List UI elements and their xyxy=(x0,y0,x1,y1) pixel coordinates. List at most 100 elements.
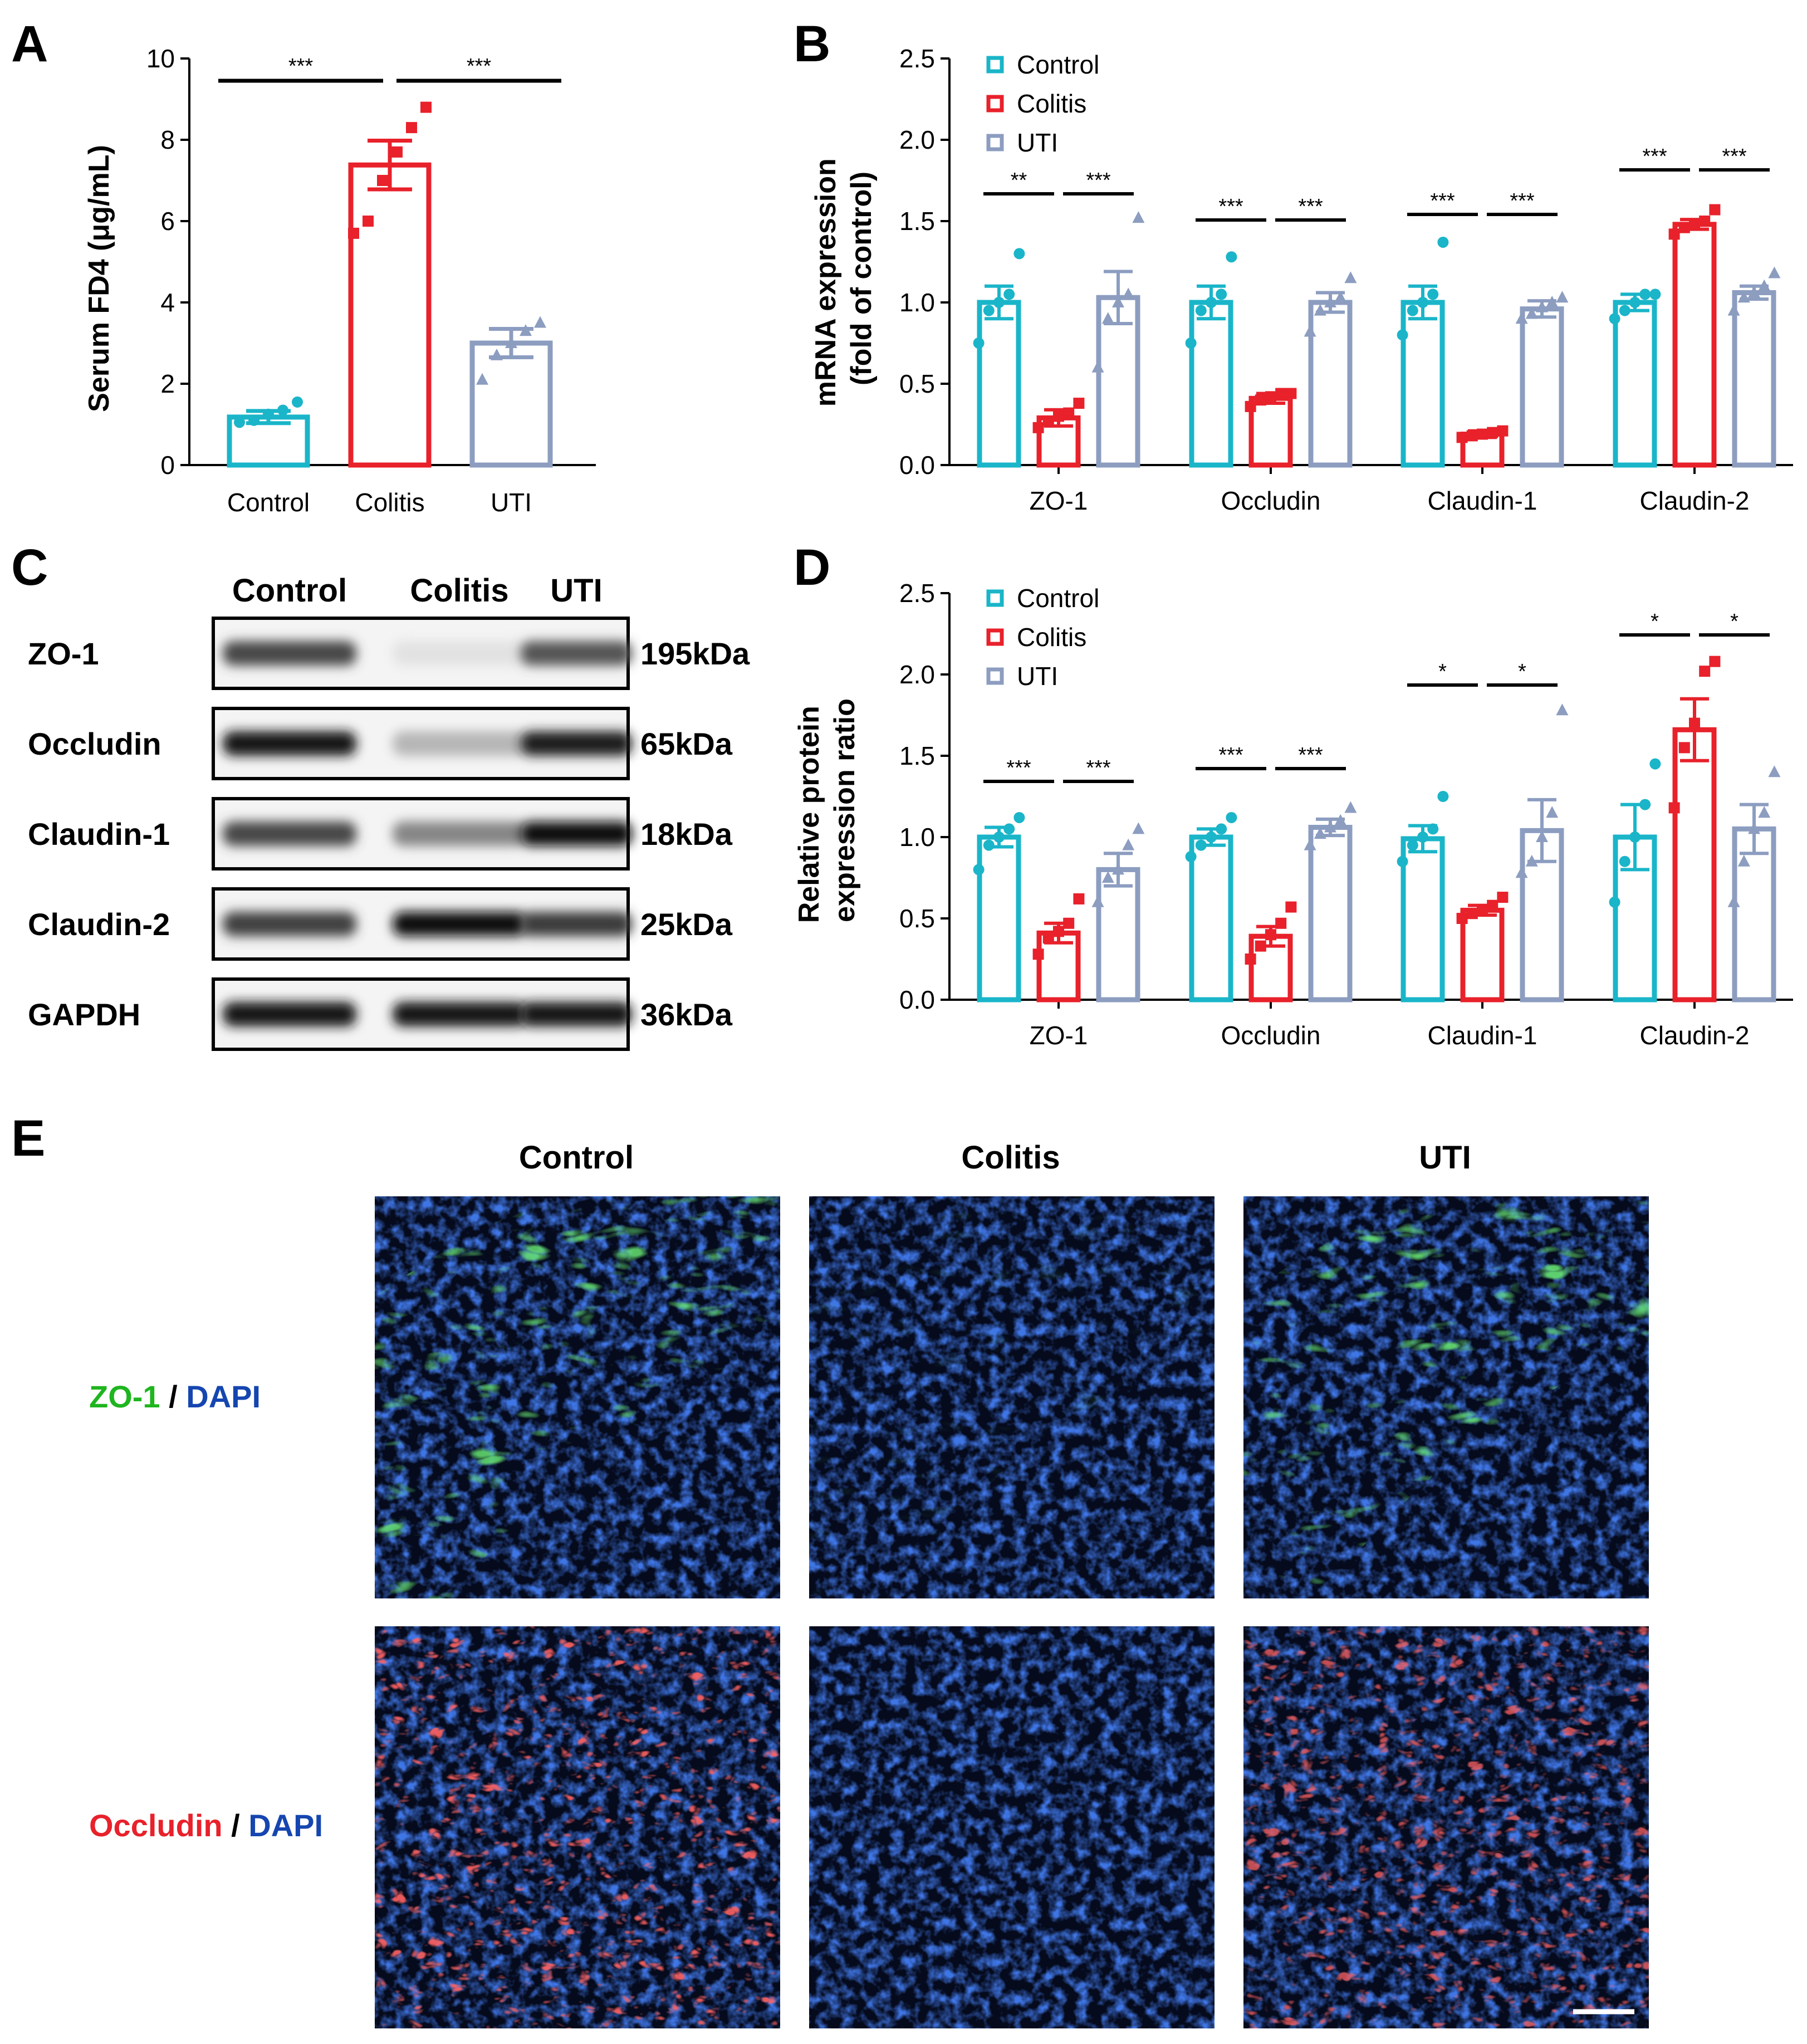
chart-b-legend-swatch-control xyxy=(986,56,1004,74)
chart-d-point-claudin2-control xyxy=(1649,758,1661,770)
chart-d-point-claudin2-colitis xyxy=(1678,742,1690,754)
chart-d-point-claudin2-colitis xyxy=(1699,666,1711,677)
chart-b-point-claudin2-colitis xyxy=(1678,222,1690,233)
chart-a-point-colitis xyxy=(348,227,359,239)
chart-d-point-claudin2-control xyxy=(1639,799,1651,810)
chart-d-point-claudin2-uti xyxy=(1768,765,1781,777)
chart-b-point-occludin-colitis xyxy=(1285,388,1297,399)
panel-letter-b: B xyxy=(794,16,830,72)
chart-a-x-label-uti: UTI xyxy=(491,488,532,517)
chart-b-significance-label: *** xyxy=(1218,195,1243,218)
chart-b-point-claudin2-control xyxy=(1629,297,1640,308)
if-dapi-occludin-colitis xyxy=(809,1626,1215,2028)
chart-b-significance-label: *** xyxy=(1510,189,1535,213)
chart-d-point-claudin1-control xyxy=(1417,832,1428,843)
chart-a-point-colitis xyxy=(377,175,388,186)
chart-d-bar-claudin2-colitis xyxy=(1672,727,1717,1003)
chart-d-point-occludin-uti xyxy=(1304,838,1316,850)
chart-a-point-colitis xyxy=(406,122,417,134)
chart-d-point-zo1-uti xyxy=(1132,822,1145,834)
chart-d-y-tick-label: 1.5 xyxy=(899,741,935,770)
chart-b-bar-claudin2-colitis xyxy=(1672,222,1717,468)
chart-d-point-zo1-control xyxy=(993,832,1005,843)
chart-b-significance-label: ** xyxy=(1011,169,1027,192)
wb-band-occludin-control xyxy=(223,731,356,756)
chart-b-significance-label: *** xyxy=(1086,169,1111,192)
chart-d-x-label-zo1: ZO-1 xyxy=(1030,1021,1088,1050)
chart-a-point-colitis xyxy=(363,216,374,227)
chart-b-point-claudin2-uti xyxy=(1737,291,1750,303)
chart-a-point-uti xyxy=(491,348,503,360)
chart-b-point-zo1-uti xyxy=(1091,360,1104,373)
wb-blot-images xyxy=(212,617,632,1051)
if-sep-occludin: / xyxy=(223,1808,249,1843)
wb-band-occludin-colitis xyxy=(393,731,526,756)
chart-d-significance-label: * xyxy=(1518,660,1526,683)
chart-a-x-label-control: Control xyxy=(227,488,310,517)
chart-b-legend-swatch-uti xyxy=(986,134,1004,151)
chart-b-legend-control: Control xyxy=(1017,50,1099,79)
chart-d-x-label-occludin: Occludin xyxy=(1221,1021,1321,1050)
chart-b-bar-occludin-control xyxy=(1189,300,1233,468)
chart-a-y-tick-label: 4 xyxy=(160,288,175,317)
chart-d-legend-swatch-colitis xyxy=(986,628,1004,646)
chart-d-bar-claudin1-control xyxy=(1400,836,1445,1003)
chart-b-point-claudin1-control xyxy=(1417,297,1428,308)
wb-protein-zo1: ZO-1 xyxy=(28,636,99,671)
wb-size-claudin2: 25kDa xyxy=(640,907,733,942)
chart-b-point-claudin1-control xyxy=(1437,236,1449,248)
chart-d-y-title-line2: expression ratio xyxy=(829,698,861,922)
chart-b-point-claudin1-colitis xyxy=(1477,428,1488,440)
chart-b-bar-claudin2-uti xyxy=(1732,290,1776,468)
chart-d-y-tick-label: 1.0 xyxy=(899,823,935,852)
chart-d-point-claudin1-control xyxy=(1407,839,1418,851)
chart-d-point-occludin-colitis xyxy=(1285,901,1297,913)
chart-a-point-control xyxy=(248,414,259,426)
if-counter-occludin: DAPI xyxy=(248,1808,323,1843)
chart-b-point-zo1-uti xyxy=(1132,211,1145,223)
if-column-control: Control xyxy=(519,1140,634,1176)
chart-d-point-occludin-colitis xyxy=(1245,953,1256,965)
chart-d-point-claudin1-uti xyxy=(1556,703,1569,716)
chart-b-point-claudin2-control xyxy=(1609,313,1620,325)
chart-d-point-zo1-control xyxy=(1013,811,1025,823)
chart-d-point-occludin-control xyxy=(1216,823,1227,835)
if-row-label-occludin: Occludin / DAPI xyxy=(89,1808,323,1843)
chart-d-bar-claudin1-colitis xyxy=(1460,907,1505,1003)
chart-a-point-colitis xyxy=(420,101,432,113)
chart-b-y-tick-label: 0.5 xyxy=(899,369,935,398)
chart-d-point-claudin2-uti xyxy=(1727,895,1740,907)
chart-b-significance-label: *** xyxy=(1298,195,1323,218)
chart-a-point-uti xyxy=(505,336,517,348)
chart-b-point-claudin1-control xyxy=(1427,288,1439,300)
western-blot-panel: Control Colitis UTI ZO-1 Occludin Claudi… xyxy=(28,573,750,1051)
chart-b-point-occludin-uti xyxy=(1324,296,1336,307)
chart-b-point-zo1-uti xyxy=(1122,287,1135,300)
chart-d-legend-swatch-uti xyxy=(986,667,1004,685)
chart-b-point-claudin1-colitis xyxy=(1456,432,1468,443)
chart-b-point-zo1-control xyxy=(983,305,995,316)
chart-d-y-title-line1: Relative protein xyxy=(793,706,825,923)
chart-b-point-claudin1-uti xyxy=(1556,291,1569,303)
chart-b-point-zo1-control xyxy=(1003,288,1015,300)
if-marker-occludin: Occludin xyxy=(89,1808,223,1843)
chart-d-point-occludin-colitis xyxy=(1255,940,1266,952)
chart-d-point-occludin-uti xyxy=(1314,827,1326,839)
chart-b-legend-swatch-colitis xyxy=(986,95,1004,113)
wb-protein-claudin1: Claudin-1 xyxy=(28,816,170,852)
chart-b-point-claudin2-colitis xyxy=(1668,228,1680,240)
if-signal-occludin-control xyxy=(375,1626,780,2028)
chart-a-point-colitis xyxy=(391,146,403,158)
chart-b-x-label-claudin2: Claudin-2 xyxy=(1640,486,1750,515)
chart-d-plot-layer: 0.00.51.01.52.02.5*** ****** **** ** * xyxy=(899,579,1793,1014)
chart-d-y-axis-title: Relative protein expression ratio xyxy=(793,698,861,923)
chart-b-y-tick-label: 1.5 xyxy=(899,207,935,236)
chart-b-significance-label: *** xyxy=(1430,189,1455,213)
chart-b-point-zo1-uti xyxy=(1101,312,1114,324)
chart-b-point-occludin-control xyxy=(1216,288,1227,300)
chart-d-point-claudin2-control xyxy=(1609,896,1620,908)
chart-a-point-uti xyxy=(520,324,532,336)
chart-b-point-claudin2-control xyxy=(1639,288,1651,300)
chart-d-point-occludin-control xyxy=(1226,811,1237,823)
